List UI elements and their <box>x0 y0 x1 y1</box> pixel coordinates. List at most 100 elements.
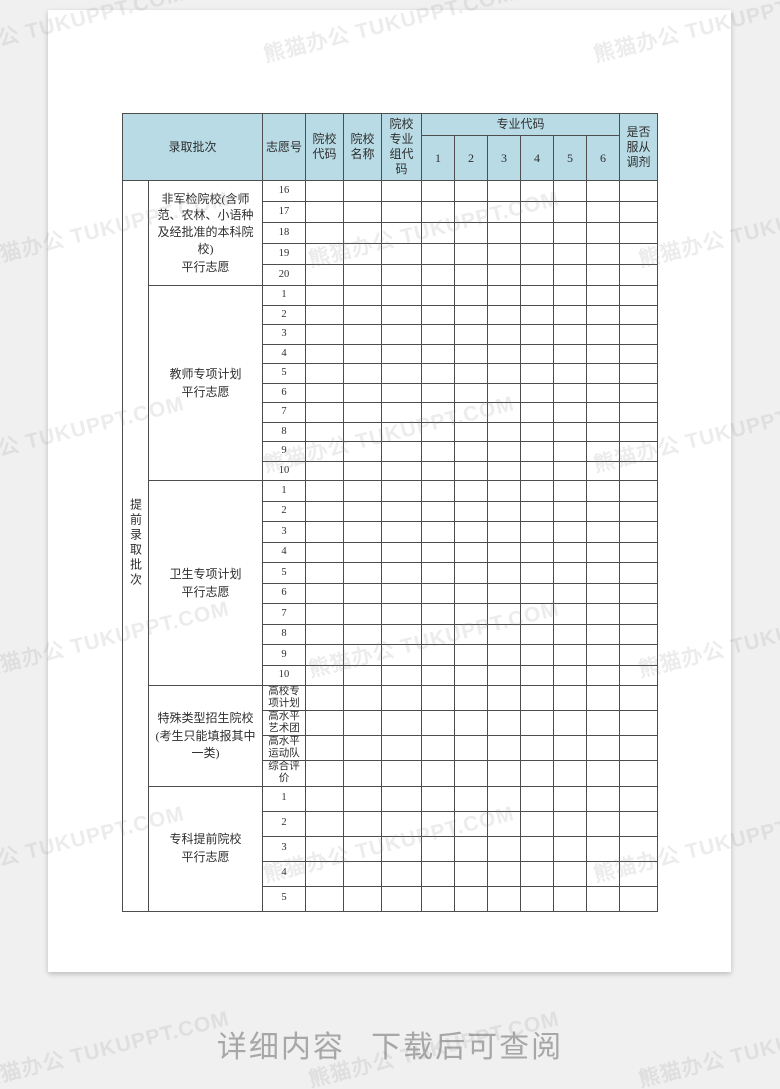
empty-cell <box>305 324 345 345</box>
empty-cell <box>520 521 555 543</box>
empty-cell <box>381 623 423 645</box>
empty-cell <box>381 760 423 787</box>
table-header: 录取批次 志愿号 院校代码 院校名称 院校专业组代码 专业代码 是否服从调剂 1… <box>121 113 659 181</box>
volunteer-no-cell: 5 <box>262 562 307 584</box>
empty-cell <box>586 541 621 563</box>
empty-cell <box>487 480 522 502</box>
empty-cell <box>305 644 345 666</box>
empty-cell <box>586 264 621 286</box>
empty-cell <box>586 582 621 604</box>
empty-cell <box>381 324 423 345</box>
group-sublabel: 平行志愿 <box>181 259 230 274</box>
empty-cell <box>520 480 555 502</box>
empty-cell <box>421 521 456 543</box>
table-row: 6 <box>123 582 659 604</box>
empty-cell <box>520 460 555 481</box>
empty-cell <box>381 363 423 384</box>
table-row: 5 <box>123 562 659 584</box>
volunteer-no-cell: 10 <box>262 460 307 481</box>
group-sublabel: 平行志愿 <box>181 584 230 599</box>
volunteer-no-cell: 5 <box>262 363 307 384</box>
header-college-code: 院校代码 <box>305 113 345 181</box>
empty-cell <box>487 402 522 423</box>
empty-cell <box>586 710 621 737</box>
empty-cell <box>421 201 456 223</box>
empty-cell <box>586 480 621 502</box>
volunteer-no-cell: 10 <box>262 664 307 686</box>
volunteer-no-cell: 8 <box>262 623 307 645</box>
empty-cell <box>586 623 621 645</box>
volunteer-no-cell: 高水平运动队 <box>262 735 307 762</box>
empty-cell <box>553 180 588 202</box>
empty-cell <box>586 222 621 244</box>
empty-cell <box>421 243 456 265</box>
empty-cell <box>454 285 489 306</box>
empty-cell <box>487 264 522 286</box>
empty-cell <box>553 222 588 244</box>
empty-cell <box>619 243 659 265</box>
empty-cell <box>553 860 588 887</box>
empty-cell <box>343 402 383 423</box>
empty-cell <box>454 441 489 462</box>
empty-cell <box>619 480 659 502</box>
empty-cell <box>454 243 489 265</box>
empty-cell <box>381 603 423 625</box>
volunteer-no-cell: 20 <box>262 264 307 286</box>
empty-cell <box>421 885 456 912</box>
empty-cell <box>421 664 456 686</box>
empty-cell <box>305 835 345 862</box>
table-row: 2 <box>123 810 659 837</box>
empty-cell <box>454 304 489 325</box>
empty-cell <box>553 460 588 481</box>
group-label-cell: 教师专项计划 平行志愿 <box>147 285 264 481</box>
empty-cell <box>520 735 555 762</box>
empty-cell <box>305 460 345 481</box>
empty-cell <box>343 421 383 442</box>
empty-cell <box>421 285 456 306</box>
empty-cell <box>586 304 621 325</box>
empty-cell <box>343 562 383 584</box>
empty-cell <box>619 521 659 543</box>
header-major-code: 专业代码 <box>421 113 621 136</box>
empty-cell <box>421 835 456 862</box>
group-label: 卫生专项计划 <box>169 566 242 581</box>
empty-cell <box>520 684 555 712</box>
empty-cell <box>421 343 456 364</box>
group-label: 教师专项计划 <box>169 366 242 381</box>
empty-cell <box>305 304 345 325</box>
footer-caption: 详细内容 下载后可查阅 <box>216 1031 564 1064</box>
empty-cell <box>520 441 555 462</box>
empty-cell <box>619 460 659 481</box>
empty-cell <box>343 623 383 645</box>
empty-cell <box>454 201 489 223</box>
empty-cell <box>343 441 383 462</box>
empty-cell <box>487 760 522 787</box>
empty-cell <box>553 421 588 442</box>
empty-cell <box>487 735 522 762</box>
empty-cell <box>343 460 383 481</box>
empty-cell <box>381 785 423 812</box>
empty-cell <box>381 264 423 286</box>
empty-cell <box>553 264 588 286</box>
empty-cell <box>454 500 489 522</box>
empty-cell <box>586 324 621 345</box>
empty-cell <box>586 382 621 403</box>
empty-cell <box>305 500 345 522</box>
empty-cell <box>381 201 423 223</box>
empty-cell <box>305 664 345 686</box>
empty-cell <box>487 500 522 522</box>
empty-cell <box>520 304 555 325</box>
table-row: 3 <box>123 324 659 345</box>
volunteer-no-cell: 19 <box>262 243 307 265</box>
empty-cell <box>487 582 522 604</box>
header-major-3: 3 <box>487 135 522 181</box>
volunteer-no-cell: 8 <box>262 421 307 442</box>
empty-cell <box>553 500 588 522</box>
empty-cell <box>381 382 423 403</box>
empty-cell <box>487 562 522 584</box>
empty-cell <box>381 644 423 666</box>
empty-cell <box>520 343 555 364</box>
volunteer-table-body: 提前录取批次 非军检院校(含师范、农林、小语种及经批准的本科院校) 平行志愿 16 17… <box>122 180 659 912</box>
empty-cell <box>454 885 489 912</box>
empty-cell <box>586 500 621 522</box>
